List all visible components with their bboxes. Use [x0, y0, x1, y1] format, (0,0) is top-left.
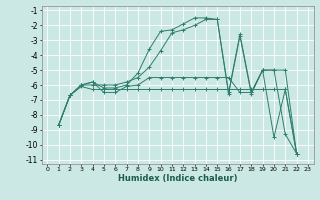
X-axis label: Humidex (Indice chaleur): Humidex (Indice chaleur): [118, 174, 237, 183]
